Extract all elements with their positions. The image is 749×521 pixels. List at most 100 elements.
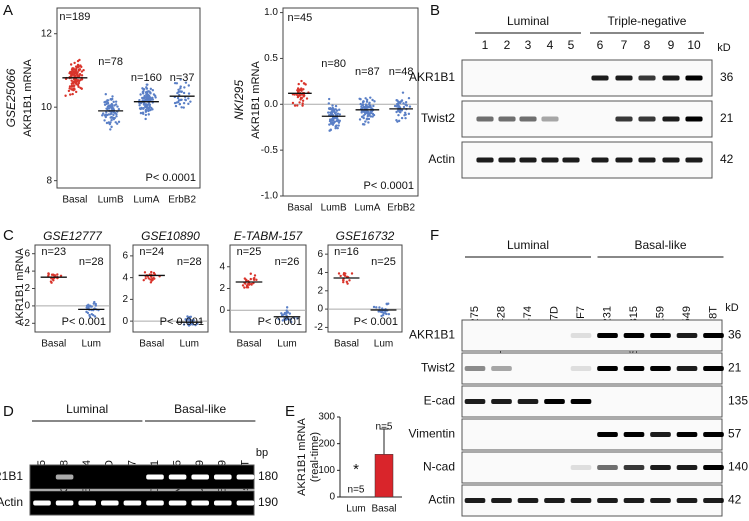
sample-dot xyxy=(196,322,199,325)
sample-dot xyxy=(350,272,354,275)
sample-dot xyxy=(144,117,147,121)
y-tick-label: 10 xyxy=(41,102,53,113)
sample-dot xyxy=(146,93,149,97)
sample-dot xyxy=(302,93,306,96)
y-tick-label: 8 xyxy=(46,175,52,186)
sample-dot xyxy=(145,95,148,99)
size-label: 21 xyxy=(728,361,742,375)
sample-dot xyxy=(73,61,76,65)
sample-dot xyxy=(71,92,74,96)
n-label: n=80 xyxy=(321,58,346,70)
band xyxy=(476,157,494,163)
p-value: P< 0.0001 xyxy=(364,180,414,192)
sample-dot xyxy=(180,98,183,102)
category-label: Basal xyxy=(62,195,87,206)
lane-label: 4 xyxy=(547,38,554,52)
sample-dot xyxy=(151,88,155,92)
sample-dot xyxy=(94,302,97,306)
sample-dot xyxy=(114,100,118,103)
sample-dot xyxy=(177,88,180,91)
y-tick-label: -2 xyxy=(21,318,30,329)
sample-dot xyxy=(404,116,407,120)
n-label: n=160 xyxy=(131,72,162,84)
sample-dot xyxy=(338,108,341,111)
sample-dot xyxy=(111,103,114,107)
sample-dot xyxy=(188,316,191,319)
panel-label: B xyxy=(430,2,440,19)
size-label: 140 xyxy=(728,460,748,474)
sample-dot xyxy=(182,101,186,105)
sample-dot xyxy=(361,103,364,107)
sample-dot xyxy=(296,90,300,94)
sample-dot xyxy=(367,117,371,121)
sample-dot xyxy=(50,281,53,284)
band xyxy=(623,465,645,470)
band xyxy=(662,157,680,163)
sample-dot xyxy=(115,115,118,118)
unit-label: bp xyxy=(256,447,268,459)
band xyxy=(703,432,724,437)
sample-dot xyxy=(305,97,309,100)
sample-dot xyxy=(149,281,153,284)
category-label: ErbB2 xyxy=(168,195,196,206)
category-label: Basal xyxy=(334,339,359,350)
sample-dot xyxy=(243,286,246,289)
y-tick-label: 1.0 xyxy=(264,7,278,18)
sample-dot xyxy=(75,71,79,75)
category-label: LumA xyxy=(133,195,159,206)
sample-dot xyxy=(139,111,143,115)
sample-dot xyxy=(103,114,107,117)
sample-dot xyxy=(302,95,305,98)
group-label: Luminal xyxy=(66,402,108,416)
category-label: Basal xyxy=(371,504,396,515)
sample-dot xyxy=(285,306,289,309)
band xyxy=(191,474,210,480)
n-label: n=25 xyxy=(237,246,262,258)
y-tick-label: 4 xyxy=(317,267,323,278)
band xyxy=(676,432,698,437)
sample-dot xyxy=(103,101,106,104)
sample-dot xyxy=(144,113,148,117)
sample-dot xyxy=(408,105,412,108)
band xyxy=(676,498,698,503)
size-label: 42 xyxy=(720,152,734,166)
y-tick-label: 4 xyxy=(24,266,30,277)
sample-dot xyxy=(153,94,157,97)
category-label: Lum xyxy=(346,504,365,515)
sample-dot xyxy=(101,114,104,117)
sample-dot xyxy=(80,78,84,81)
sample-dot xyxy=(364,103,368,106)
sample-dot xyxy=(345,280,349,284)
band xyxy=(685,157,703,163)
plot-frame xyxy=(282,7,419,197)
band xyxy=(491,498,512,503)
sample-dot xyxy=(331,123,335,126)
sample-dot xyxy=(78,73,82,76)
sample-dot xyxy=(301,104,304,107)
row-label: Actin xyxy=(428,493,455,507)
sample-dot xyxy=(187,84,190,87)
sample-dot xyxy=(399,111,402,114)
sample-dot xyxy=(303,82,306,85)
sample-dot xyxy=(368,104,372,107)
category-label: Basal xyxy=(139,339,164,350)
sample-dot xyxy=(250,283,253,286)
group-label: Basal-like xyxy=(174,402,226,416)
sample-dot xyxy=(176,91,179,95)
sample-dot xyxy=(79,86,82,90)
sample-dot xyxy=(404,103,407,106)
sample-dot xyxy=(385,302,388,306)
sample-dot xyxy=(400,116,404,120)
sample-dot xyxy=(296,104,299,107)
band xyxy=(570,465,592,470)
n-label: n=78 xyxy=(98,56,123,68)
row-label: AKR1B1 xyxy=(0,469,23,483)
blot-strip xyxy=(461,451,723,484)
unit-label: kD xyxy=(725,302,739,314)
sample-dot xyxy=(362,100,365,103)
sample-dot xyxy=(395,110,398,114)
dataset-title: GSE12777 xyxy=(43,229,103,243)
size-label: 36 xyxy=(720,70,734,84)
sample-dot xyxy=(59,274,63,277)
y-tick-label: 0.0 xyxy=(264,99,278,110)
